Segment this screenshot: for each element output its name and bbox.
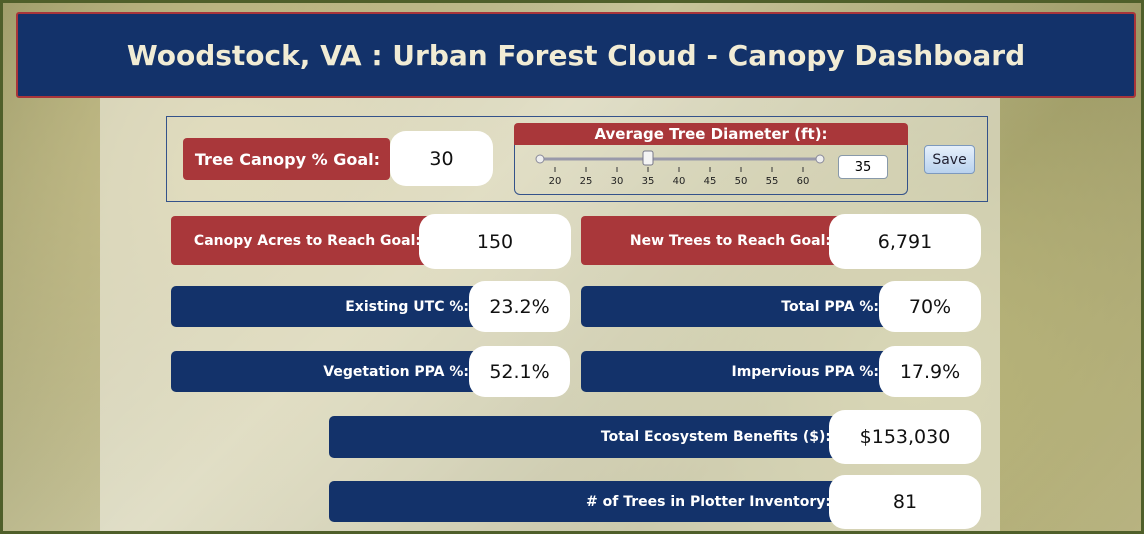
metric-value: 70%	[879, 281, 981, 332]
metric-label: Impervious PPA %:	[581, 351, 889, 392]
slider-thumb[interactable]	[643, 151, 653, 165]
goal-input[interactable]: 30	[390, 131, 493, 186]
diameter-label: Average Tree Diameter (ft):	[514, 123, 908, 145]
metric-value: 81	[829, 475, 981, 529]
metric-label: Total Ecosystem Benefits ($):	[329, 416, 841, 458]
metric-value: 52.1%	[469, 346, 570, 397]
metric-label: Existing UTC %:	[171, 286, 479, 327]
metric-value: 6,791	[829, 214, 981, 269]
metric-value: $153,030	[829, 410, 981, 464]
slider-tick-label: 25	[580, 176, 593, 187]
metric-label: # of Trees in Plotter Inventory:	[329, 481, 841, 522]
slider-tick-label: 40	[673, 176, 686, 187]
metric-label: Vegetation PPA %:	[171, 351, 479, 392]
slider-tick-label: 60	[797, 176, 810, 187]
metric-value: 23.2%	[469, 281, 570, 332]
metric-label: Canopy Acres to Reach Goal:	[171, 216, 431, 265]
metric-label: Total PPA %:	[581, 286, 889, 327]
slider-arrow	[816, 155, 824, 163]
header-title: Woodstock, VA : Urban Forest Cloud - Can…	[16, 12, 1136, 98]
slider-arrow	[536, 155, 544, 163]
slider-tick-label: 35	[642, 176, 655, 187]
slider-tick-label: 55	[766, 176, 779, 187]
slider-tick-label: 20	[549, 176, 562, 187]
metric-label: New Trees to Reach Goal:	[581, 216, 841, 265]
dashboard: Woodstock, VA : Urban Forest Cloud - Can…	[0, 0, 1144, 534]
slider-tick-label: 45	[704, 176, 717, 187]
goal-label: Tree Canopy % Goal:	[183, 138, 390, 180]
diameter-input[interactable]: 35	[838, 155, 888, 179]
metric-value: 150	[419, 214, 571, 269]
save-button[interactable]: Save	[924, 145, 975, 174]
slider-tick-label: 50	[735, 176, 748, 187]
slider-tick-label: 30	[611, 176, 624, 187]
metric-value: 17.9%	[879, 346, 981, 397]
